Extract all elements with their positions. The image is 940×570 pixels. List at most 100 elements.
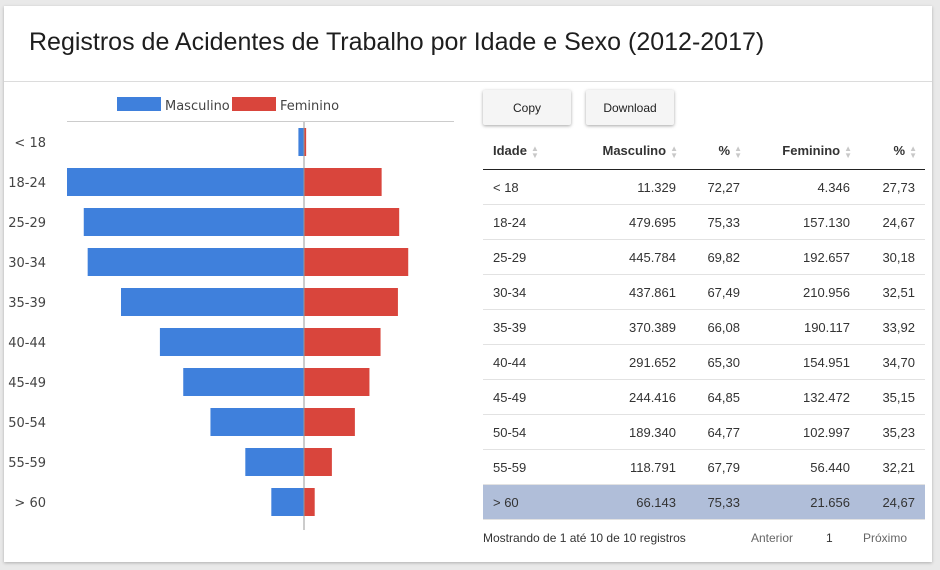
cell-pct-feminino: 24,67 — [860, 484, 925, 520]
population-pyramid-chart: < 18 18-24 25-29 30-34 35-39 40-44 45-49 50-54 5… — [8, 97, 454, 530]
table-row[interactable]: 30-34 437.861 67,49 210.956 32,51 — [483, 274, 925, 310]
sort-icon: ▲ ▼ — [734, 143, 742, 160]
copy-button[interactable]: Copy — [483, 90, 571, 125]
bar-masculino — [245, 448, 304, 476]
cell-feminino: 154.951 — [750, 344, 860, 380]
sort-icon: ▲ ▼ — [670, 143, 678, 160]
table-row[interactable]: > 60 66.143 75,33 21.656 24,67 — [483, 484, 925, 520]
category-tick-label: 35-39 — [8, 296, 46, 311]
cell-pct-feminino: 32,51 — [860, 274, 925, 310]
cell-idade: 18-24 — [483, 204, 578, 240]
cell-idade: 55-59 — [483, 449, 578, 485]
cell-feminino: 4.346 — [750, 169, 860, 205]
cell-pct-masculino: 65,30 — [686, 344, 750, 380]
card-header: Registros de Acidentes de Trabalho por I… — [4, 6, 932, 82]
bar-masculino — [67, 168, 304, 196]
cell-feminino: 157.130 — [750, 204, 860, 240]
bar-masculino — [121, 288, 304, 316]
category-tick-label: 30-34 — [8, 256, 46, 271]
column-header-pct-feminino[interactable]: % ▲ ▼ — [860, 133, 925, 170]
bar-masculino — [183, 368, 304, 396]
cell-pct-feminino: 27,73 — [860, 169, 925, 205]
bar-masculino — [210, 408, 304, 436]
table-row[interactable]: 18-24 479.695 75,33 157.130 24,67 — [483, 204, 925, 240]
table-row[interactable]: 55-59 118.791 67,79 56.440 32,21 — [483, 449, 925, 485]
bar-feminino — [304, 208, 400, 236]
cell-masculino: 437.861 — [578, 274, 686, 310]
cell-masculino: 66.143 — [578, 484, 686, 520]
cell-masculino: 118.791 — [578, 449, 686, 485]
sort-icon: ▲ ▼ — [844, 143, 852, 160]
cell-feminino: 210.956 — [750, 274, 860, 310]
column-header-feminino[interactable]: Feminino ▲ ▼ — [750, 133, 860, 170]
cell-idade: 25-29 — [483, 239, 578, 275]
legend-label-feminino: Feminino — [280, 99, 339, 114]
bar-feminino — [304, 128, 307, 156]
sort-icon: ▲ ▼ — [909, 143, 917, 160]
category-tick-label: 40-44 — [8, 336, 46, 351]
column-header-pct-masculino[interactable]: % ▲ ▼ — [686, 133, 750, 170]
data-table: Idade ▲ ▼ Masculino ▲ ▼ % ▲ ▼ Feminino ▲ ▼ % ▲ ▼ <… — [483, 133, 925, 520]
category-tick-label: 18-24 — [8, 176, 46, 191]
bar-masculino — [271, 488, 304, 516]
legend-label-masculino: Masculino — [165, 99, 230, 114]
cell-pct-masculino: 64,85 — [686, 379, 750, 415]
table-row[interactable]: < 18 11.329 72,27 4.346 27,73 — [483, 169, 925, 205]
page-title: Registros de Acidentes de Trabalho por I… — [29, 28, 765, 56]
category-tick-label: 55-59 — [8, 456, 46, 471]
cell-pct-feminino: 30,18 — [860, 239, 925, 275]
cell-feminino: 21.656 — [750, 484, 860, 520]
cell-pct-masculino: 64,77 — [686, 414, 750, 450]
cell-pct-feminino: 34,70 — [860, 344, 925, 380]
pagination-previous[interactable]: Anterior — [751, 531, 794, 545]
table-row[interactable]: 40-44 291.652 65,30 154.951 34,70 — [483, 344, 925, 380]
cell-pct-masculino: 75,33 — [686, 204, 750, 240]
table-row[interactable]: 50-54 189.340 64,77 102.997 35,23 — [483, 414, 925, 450]
bar-masculino — [298, 128, 304, 156]
cell-masculino: 479.695 — [578, 204, 686, 240]
category-tick-label: < 18 — [14, 136, 46, 151]
cell-feminino: 56.440 — [750, 449, 860, 485]
cell-pct-feminino: 35,23 — [860, 414, 925, 450]
pagination-next[interactable]: Próximo — [863, 531, 908, 545]
cell-idade: 50-54 — [483, 414, 578, 450]
cell-masculino: 189.340 — [578, 414, 686, 450]
bar-feminino — [304, 328, 381, 356]
cell-idade: 35-39 — [483, 309, 578, 345]
cell-pct-masculino: 72,27 — [686, 169, 750, 205]
bar-feminino — [304, 488, 315, 516]
table-header-row: Idade ▲ ▼ Masculino ▲ ▼ % ▲ ▼ Feminino ▲ ▼ % ▲ ▼ — [483, 133, 925, 170]
cell-masculino: 244.416 — [578, 379, 686, 415]
cell-masculino: 11.329 — [578, 169, 686, 205]
bar-feminino — [304, 408, 355, 436]
table-row[interactable]: 35-39 370.389 66,08 190.117 33,92 — [483, 309, 925, 345]
cell-pct-feminino: 32,21 — [860, 449, 925, 485]
table-row[interactable]: 25-29 445.784 69,82 192.657 30,18 — [483, 239, 925, 275]
table-row[interactable]: 45-49 244.416 64,85 132.472 35,15 — [483, 379, 925, 415]
cell-pct-feminino: 24,67 — [860, 204, 925, 240]
category-tick-label: 50-54 — [8, 416, 46, 431]
cell-pct-masculino: 66,08 — [686, 309, 750, 345]
cell-idade: 40-44 — [483, 344, 578, 380]
cell-pct-masculino: 69,82 — [686, 239, 750, 275]
dashboard-card: Registros de Acidentes de Trabalho por I… — [4, 6, 932, 562]
column-header-idade[interactable]: Idade ▲ ▼ — [483, 133, 578, 170]
pagination-page-1[interactable]: 1 — [826, 531, 833, 545]
cell-masculino: 370.389 — [578, 309, 686, 345]
cell-pct-feminino: 33,92 — [860, 309, 925, 345]
cell-pct-masculino: 67,79 — [686, 449, 750, 485]
cell-feminino: 132.472 — [750, 379, 860, 415]
bar-feminino — [304, 288, 398, 316]
bar-feminino — [304, 448, 332, 476]
cell-feminino: 102.997 — [750, 414, 860, 450]
category-tick-label: > 60 — [14, 496, 46, 511]
bar-feminino — [304, 368, 370, 396]
cell-masculino: 445.784 — [578, 239, 686, 275]
table-info: Mostrando de 1 até 10 de 10 registros — [483, 531, 686, 545]
column-header-masculino[interactable]: Masculino ▲ ▼ — [578, 133, 686, 170]
bar-masculino — [87, 248, 304, 276]
cell-masculino: 291.652 — [578, 344, 686, 380]
download-button[interactable]: Download — [586, 90, 674, 125]
cell-idade: 30-34 — [483, 274, 578, 310]
category-tick-label: 45-49 — [8, 376, 46, 391]
